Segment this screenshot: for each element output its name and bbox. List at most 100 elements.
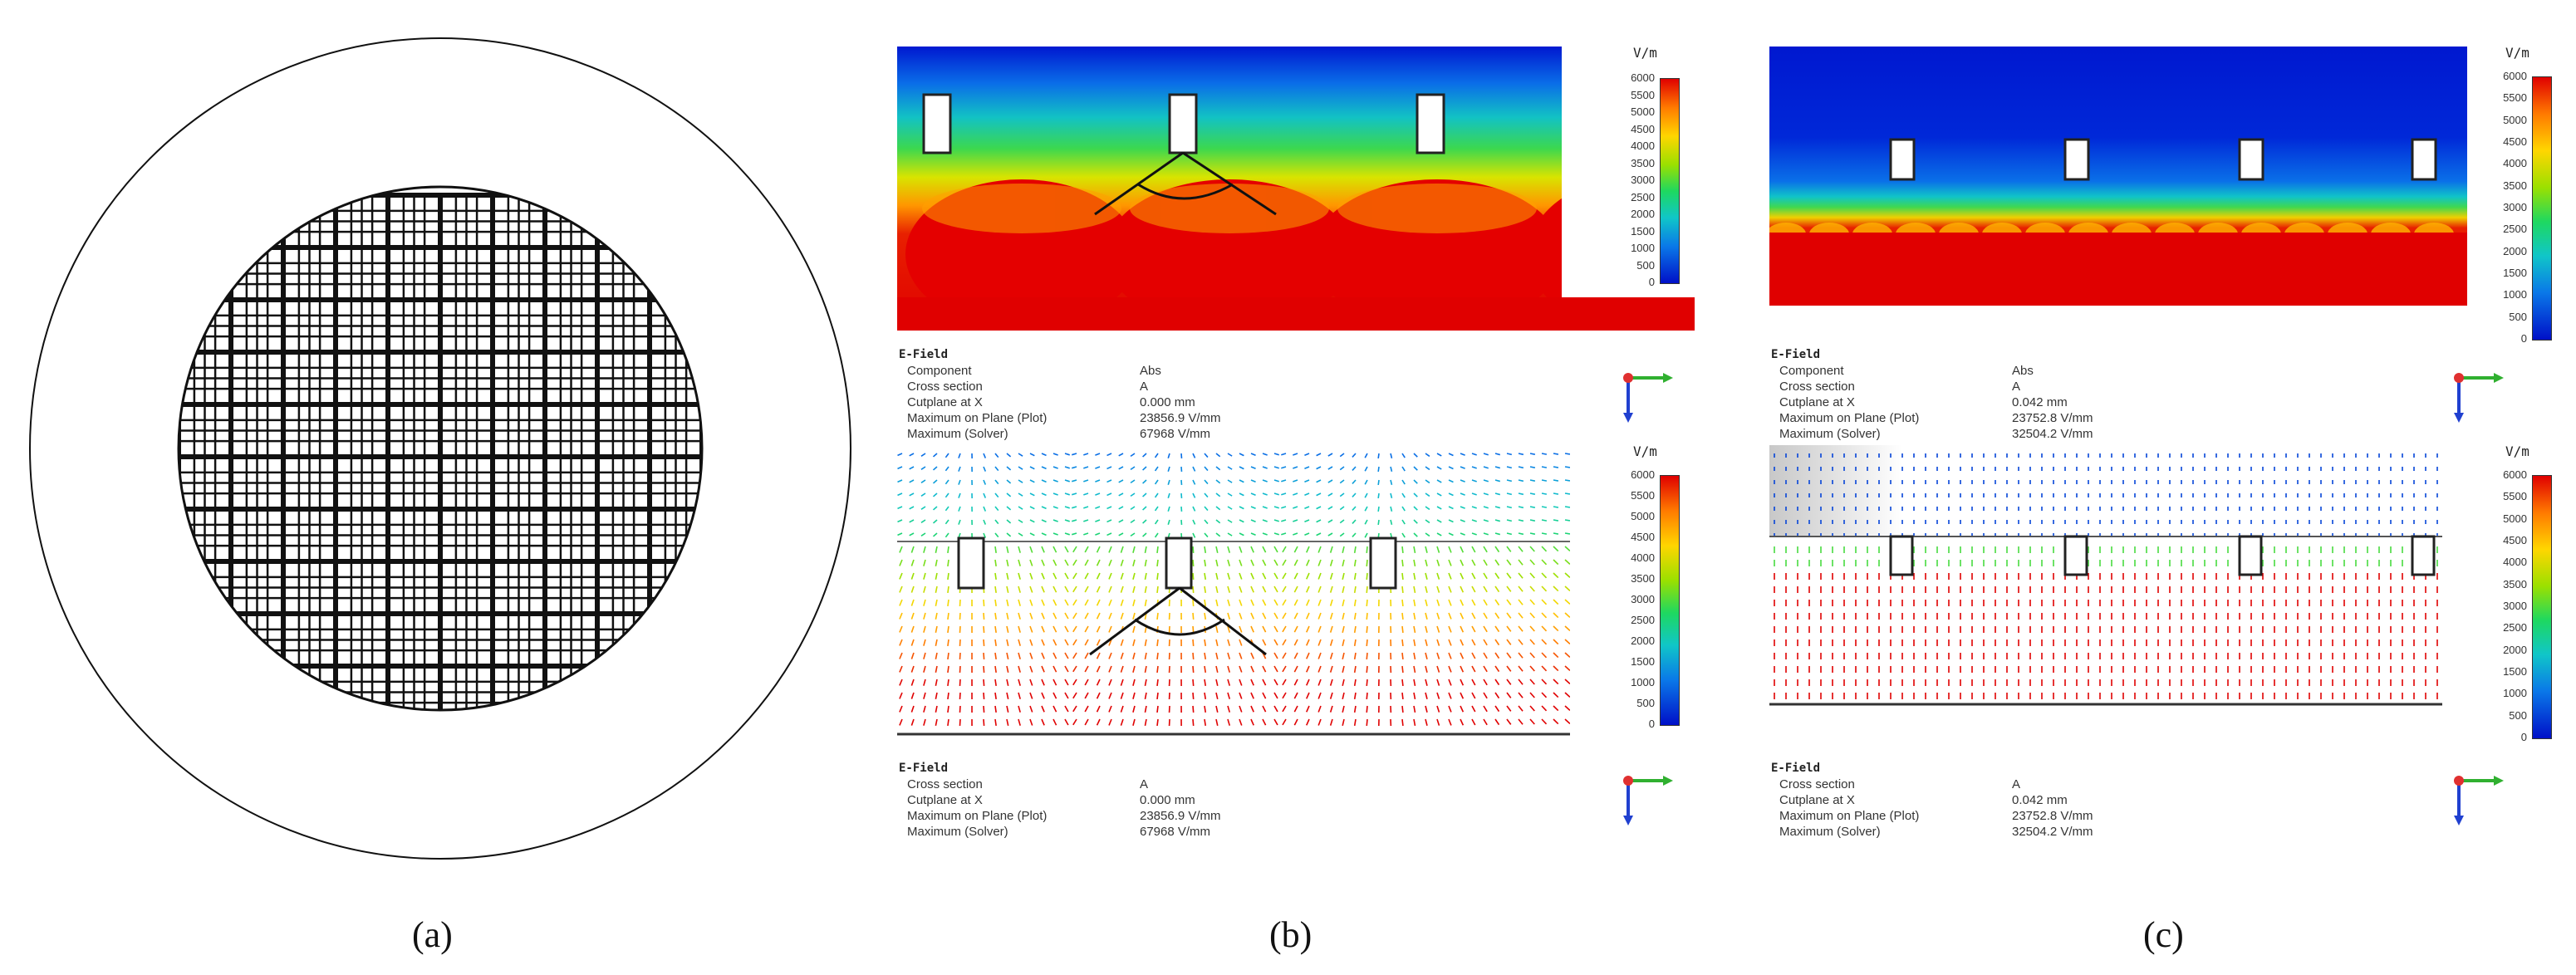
colorbar-tick-label: 3500 <box>1631 572 1655 585</box>
efield-plot-b-top <box>897 47 1695 331</box>
colorbar-tick-label: 2000 <box>1631 208 1655 220</box>
info-value: 0.000 mm <box>1140 793 1195 807</box>
colorbar-tick-label: 3500 <box>2503 577 2527 590</box>
colorbar-tick-label: 6000 <box>2503 70 2527 82</box>
info-key: Maximum on Plane (Plot) <box>907 809 1048 823</box>
vector-plot-b-bottom <box>897 453 1570 736</box>
info-key: Component <box>907 364 972 378</box>
colorbar-unit: V/m <box>1633 45 1657 61</box>
info-value: 23856.9 V/mm <box>1140 411 1221 425</box>
info-key: Maximum (Solver) <box>907 825 1008 839</box>
colorbar-tick-label: 5500 <box>2503 91 2527 105</box>
colorbar-tick-label: 1000 <box>2503 288 2527 301</box>
colorbar-tick-label: 1000 <box>2503 687 2527 700</box>
colorbar-tick-label: 0 <box>2520 332 2527 345</box>
info-key: Cross section <box>907 380 983 394</box>
colorbar-tick-label: 2000 <box>2503 643 2527 656</box>
colorbar-tick-label: 1500 <box>1631 224 1655 238</box>
info-key: Maximum on Plane (Plot) <box>1779 809 1920 823</box>
electrodes <box>957 536 1397 590</box>
colorbar-tick-label: 2500 <box>2503 223 2527 236</box>
colorbar-tick-label: 4000 <box>2503 157 2527 170</box>
info-value: A <box>2012 380 2021 394</box>
colorbar-tick-label: 2000 <box>1631 634 1655 647</box>
info-row: Maximum (Solver) 32504.2 V/mm <box>1771 426 2093 442</box>
info-header: E-Field <box>1771 348 1821 361</box>
colorbar-tick-label: 500 <box>1636 258 1655 272</box>
colorbar-tick-label: 0 <box>2520 731 2527 743</box>
info-value: 67968 V/mm <box>1140 825 1211 839</box>
info-key: Cutplane at X <box>907 793 983 807</box>
colorbar-tick-label: 1000 <box>1631 676 1655 688</box>
info-row: Component Abs <box>899 363 1221 379</box>
colorbar-tick-label: 500 <box>1636 697 1655 709</box>
info-c-bottom: E-Field Cross section A Cutplane at X 0.042 … <box>1771 761 2093 840</box>
colorbar-tick-label: 6000 <box>2503 468 2527 481</box>
info-row: Cross section A <box>899 379 1221 394</box>
axis-gizmo-icon <box>1623 373 1673 423</box>
colorbar-tick-label: 5500 <box>2503 490 2527 503</box>
axis-gizmo-icon <box>1623 776 1673 826</box>
colorbar-tick-label: 3000 <box>2503 201 2527 213</box>
colorbar-tick-label: 4500 <box>1631 122 1655 135</box>
info-value: Abs <box>2012 364 2034 378</box>
info-row: Cross section A <box>899 777 1221 792</box>
colorbar-gradient <box>1660 475 1680 726</box>
colorbar-unit: V/m <box>1633 443 1657 459</box>
info-value: 0.000 mm <box>1140 395 1195 409</box>
info-key: Component <box>1779 364 1844 378</box>
colorbar-tick-label: 3000 <box>2503 600 2527 612</box>
info-key: Maximum on Plane (Plot) <box>907 411 1048 425</box>
axis-gizmo-icon <box>2454 776 2504 826</box>
info-c-top: E-Field Component Abs Cross section A Cutplan… <box>1771 347 2093 442</box>
colorbar-tick-label: 6000 <box>1631 71 1655 84</box>
info-key: Cutplane at X <box>1779 793 1855 807</box>
electrodes <box>1889 138 2437 181</box>
info-value: 0.042 mm <box>2012 395 2068 409</box>
info-value: A <box>1140 777 1149 791</box>
colorbar-tick-label: 1500 <box>2503 267 2527 279</box>
colorbar-unit: V/m <box>2505 443 2529 459</box>
colorbar-tick-label: 2500 <box>2503 621 2527 634</box>
colorbar-tick-label: 1500 <box>2503 665 2527 678</box>
colorbar-gradient <box>1660 78 1680 284</box>
info-header: E-Field <box>899 348 949 361</box>
colorbar-tick-label: 2000 <box>2503 244 2527 257</box>
info-value: 32504.2 V/mm <box>2012 825 2093 839</box>
info-value: A <box>1140 380 1149 394</box>
colorbar-tick-label: 5000 <box>1631 510 1655 522</box>
info-value: 0.042 mm <box>2012 793 2068 807</box>
colorbar-tick-label: 3000 <box>1631 593 1655 605</box>
info-header: E-Field <box>1771 762 1821 775</box>
colorbar-tick-label: 5500 <box>1631 88 1655 101</box>
colorbar-tick-label: 3500 <box>2503 179 2527 192</box>
colorbar-tick-label: 2500 <box>1631 190 1655 203</box>
info-value: A <box>2012 777 2021 791</box>
colorbar-tick-label: 2500 <box>1631 614 1655 626</box>
wafer-diagram <box>29 37 851 860</box>
info-key: Maximum (Solver) <box>1779 427 1881 441</box>
colorbar-gradient <box>2532 76 2552 341</box>
colorbar-gradient <box>2532 475 2552 739</box>
outer-ring <box>29 37 851 860</box>
info-key: Cross section <box>1779 777 1855 791</box>
colorbar-tick-label: 4500 <box>2503 135 2527 148</box>
info-row: Cross section A <box>1771 777 2093 792</box>
info-value: 23752.8 V/mm <box>2012 809 2093 823</box>
colorbar-tick-label: 0 <box>1648 276 1655 288</box>
info-header: E-Field <box>899 762 949 775</box>
efield-plot-c-top <box>1769 47 2467 306</box>
colorbar-tick-label: 4000 <box>1631 140 1655 152</box>
angle-marker <box>1089 586 1267 656</box>
colorbar-tick-label: 6000 <box>1631 468 1655 481</box>
info-row: Maximum on Plane (Plot) 23856.9 V/mm <box>899 410 1221 426</box>
vector-plot-c-bottom <box>1769 445 2442 706</box>
colorbar-tick-label: 5500 <box>1631 489 1655 502</box>
info-row: Maximum on Plane (Plot) 23856.9 V/mm <box>899 808 1221 824</box>
colorbar-c-bottom: V/m 6000 5500 5000 4500 4000 3500 3000 2500 2000… <box>2475 443 2567 747</box>
colorbar-tick-label: 5000 <box>2503 512 2527 525</box>
colorbar-tick-label: 5000 <box>1631 105 1655 118</box>
info-value: 32504.2 V/mm <box>2012 427 2093 441</box>
info-row: Cutplane at X 0.042 mm <box>1771 792 2093 808</box>
info-key: Maximum (Solver) <box>907 427 1008 441</box>
